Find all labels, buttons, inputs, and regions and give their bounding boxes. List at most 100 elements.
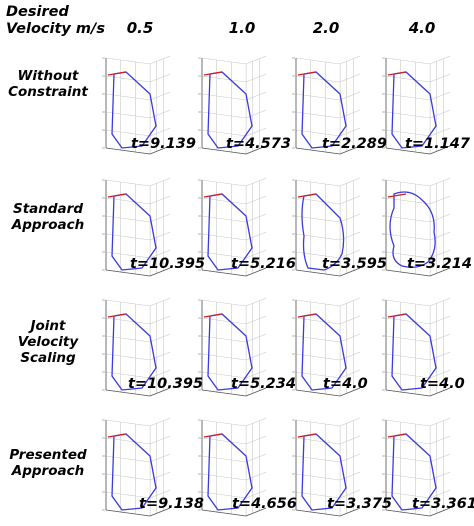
start-segment	[107, 193, 127, 198]
plot-grid-lines	[385, 55, 451, 155]
trajectory-plot	[282, 44, 374, 164]
time-label-r4c1: t=9.138	[139, 496, 204, 512]
trajectory-plot	[282, 286, 374, 406]
trajectory-plot	[372, 286, 464, 406]
trajectory-plot-svg	[382, 177, 451, 277]
plot-axes	[201, 420, 267, 517]
trajectory-plot-svg	[198, 417, 267, 517]
plot-axes	[201, 300, 267, 397]
trajectory-line	[301, 433, 347, 511]
header-title-line-1: Desired	[6, 4, 69, 20]
plot-axes	[385, 420, 451, 517]
trajectory-plot-svg	[382, 297, 451, 397]
time-label-r2c3: t=3.595	[322, 256, 387, 272]
plot-axes	[201, 58, 267, 155]
trajectory-plot	[92, 406, 184, 526]
time-label-r3c4: t=4.0	[420, 376, 465, 392]
start-segment	[203, 433, 223, 438]
time-label-r1c2: t=4.573	[226, 136, 291, 152]
column-header-0-5: 0.5	[126, 19, 154, 37]
trajectory-plot	[188, 406, 280, 526]
start-segment	[387, 433, 407, 438]
start-segment	[107, 313, 127, 318]
trajectory-line	[301, 193, 345, 271]
row-label-line: Approach	[11, 217, 85, 233]
plot-axes	[295, 58, 361, 155]
trajectory-line	[301, 313, 347, 391]
plot-grid-lines	[105, 177, 171, 277]
trajectory-plot-svg	[102, 55, 171, 155]
trajectory-plot-svg	[292, 55, 361, 155]
trajectory-plot	[372, 406, 464, 526]
plot-axes	[105, 300, 171, 397]
row-label-line: Without	[17, 68, 79, 84]
plot-axes	[201, 180, 267, 277]
trajectory-plot	[92, 166, 184, 286]
trajectory-plot	[92, 286, 184, 406]
row-label-line: Velocity	[17, 334, 79, 350]
trajectory-plot	[188, 286, 280, 406]
trajectory-plot-svg	[382, 417, 451, 517]
time-label-r2c2: t=5.216	[231, 256, 296, 272]
trajectory-plot-svg	[102, 297, 171, 397]
trajectory-line	[111, 433, 157, 511]
trajectory-line	[389, 191, 436, 268]
header-title-line-2: Velocity m/s	[6, 21, 105, 37]
column-header-1-0: 1.0	[228, 19, 256, 37]
row-label-line: Standard	[13, 201, 83, 217]
plot-axes	[295, 420, 361, 517]
row-label-line: Presented	[9, 447, 87, 463]
trajectory-line	[111, 71, 157, 149]
time-label-r2c1: t=10.395	[130, 256, 206, 272]
start-segment	[107, 433, 127, 438]
trajectory-plot-svg	[198, 55, 267, 155]
column-header-2-0: 2.0	[312, 19, 340, 37]
time-label-r1c1: t=9.139	[131, 136, 196, 152]
trajectory-plot-svg	[382, 55, 451, 155]
trajectory-line	[391, 433, 437, 511]
trajectory-plot	[372, 166, 464, 286]
time-label-r3c2: t=5.234	[231, 376, 296, 392]
plot-axes	[385, 300, 451, 397]
trajectory-line	[391, 313, 437, 391]
header-title: Desired Velocity m/s	[6, 4, 105, 38]
trajectory-line	[391, 71, 437, 149]
trajectory-line	[207, 71, 253, 149]
time-label-r2c4: t=3.214	[407, 256, 472, 272]
start-segment	[203, 71, 223, 76]
start-segment	[297, 313, 317, 318]
trajectory-plot	[92, 44, 184, 164]
trajectory-line	[111, 193, 157, 271]
trajectory-line	[301, 71, 347, 149]
start-segment	[203, 313, 223, 318]
row-label-line: Joint	[30, 318, 66, 334]
time-label-r4c3: t=3.375	[327, 496, 392, 512]
plot-axes	[385, 58, 451, 155]
row-label-line: Constraint	[8, 84, 88, 100]
plot-axes	[105, 420, 171, 517]
start-segment	[297, 71, 317, 76]
trajectory-plot-svg	[198, 297, 267, 397]
column-header-4-0: 4.0	[408, 19, 436, 37]
trajectory-plot	[372, 44, 464, 164]
trajectory-plot-svg	[198, 177, 267, 277]
trajectory-plot-svg	[292, 417, 361, 517]
trajectory-line	[207, 433, 253, 511]
plot-axes	[295, 300, 361, 397]
row-label-standard-approach: Standard Approach	[4, 201, 92, 233]
row-label-joint-velocity-scaling: Joint Velocity Scaling	[4, 318, 92, 366]
trajectory-plot	[188, 44, 280, 164]
start-segment	[387, 313, 407, 318]
plot-grid-lines	[105, 417, 171, 517]
time-label-r3c1: t=10.395	[128, 376, 204, 392]
time-label-r4c2: t=4.656	[232, 496, 297, 512]
plot-axes	[295, 180, 361, 277]
start-segment	[387, 193, 407, 198]
start-segment	[107, 71, 127, 76]
trajectory-plot-svg	[292, 297, 361, 397]
trajectory-plot	[188, 166, 280, 286]
row-label-presented-approach: Presented Approach	[4, 447, 92, 479]
trajectory-plot	[282, 406, 374, 526]
trajectory-plot-svg	[102, 177, 171, 277]
